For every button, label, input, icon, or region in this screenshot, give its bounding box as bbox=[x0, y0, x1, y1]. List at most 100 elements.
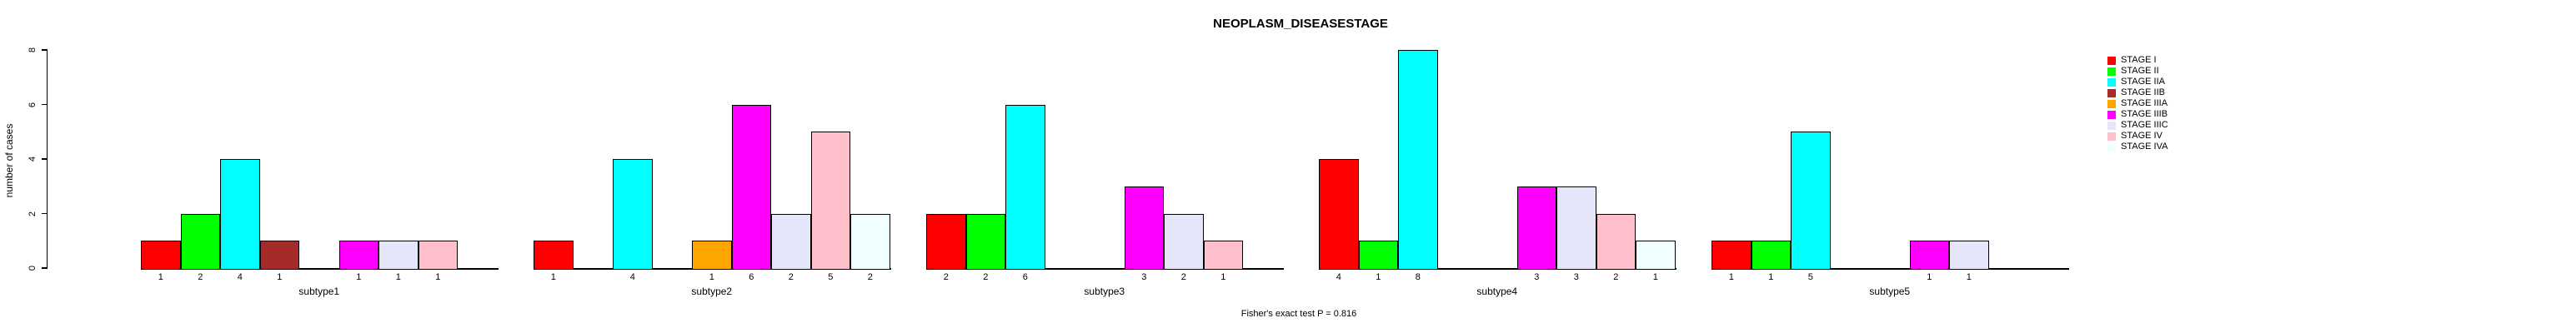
legend-item: STAGE IIA bbox=[2107, 77, 2168, 87]
bar-value-label: 1 bbox=[1728, 272, 1734, 282]
bar bbox=[1636, 241, 1676, 270]
legend-swatch bbox=[2107, 121, 2116, 130]
legend-label: STAGE IIA bbox=[2121, 77, 2165, 87]
bar-value-label: 1 bbox=[1220, 272, 1226, 282]
bar bbox=[1909, 241, 1949, 270]
chart-title: NEOPLASM_DISEASESTAGE bbox=[1213, 17, 1388, 31]
bar bbox=[1398, 50, 1438, 270]
bar bbox=[1203, 241, 1243, 270]
bar-value-label: 1 bbox=[435, 272, 441, 282]
bar bbox=[1949, 241, 1989, 270]
bar bbox=[418, 241, 458, 270]
bar-value-label: 5 bbox=[828, 272, 834, 282]
legend-label: STAGE IIIB bbox=[2121, 109, 2168, 119]
bar bbox=[534, 241, 574, 270]
bar bbox=[965, 213, 1005, 270]
legend-swatch bbox=[2107, 56, 2116, 65]
bar-value-label: 6 bbox=[1022, 272, 1028, 282]
legend-item: STAGE IVA bbox=[2107, 142, 2168, 152]
bar bbox=[613, 159, 653, 270]
bar-value-label: 2 bbox=[788, 272, 794, 282]
bar-value-label: 1 bbox=[709, 272, 714, 282]
group-label: subtype1 bbox=[298, 286, 340, 297]
legend-swatch bbox=[2107, 142, 2116, 152]
legend-label: STAGE IIIA bbox=[2121, 98, 2168, 108]
bar-value-label: 5 bbox=[1807, 272, 1813, 282]
legend-label: STAGE II bbox=[2121, 66, 2159, 76]
legend-item: STAGE IIB bbox=[2107, 87, 2168, 98]
bar bbox=[850, 213, 890, 270]
bar bbox=[1751, 241, 1791, 270]
bar-value-label: 3 bbox=[1141, 272, 1147, 282]
bar-value-label: 1 bbox=[158, 272, 163, 282]
legend-label: STAGE IVA bbox=[2121, 142, 2168, 152]
bar bbox=[180, 213, 220, 270]
group-label: subtype2 bbox=[691, 286, 733, 297]
legend-item: STAGE IIIC bbox=[2107, 120, 2168, 131]
bar-value-label: 1 bbox=[1966, 272, 1972, 282]
bar bbox=[1791, 132, 1831, 270]
bar-value-label: 2 bbox=[943, 272, 949, 282]
y-tick-label: 6 bbox=[28, 102, 38, 107]
y-axis-tick bbox=[42, 267, 48, 269]
bar bbox=[1596, 213, 1636, 270]
x-axis-baseline bbox=[926, 268, 1284, 270]
legend-label: STAGE I bbox=[2121, 55, 2157, 65]
bar bbox=[259, 241, 299, 270]
legend-item: STAGE II bbox=[2107, 66, 2168, 77]
x-axis-baseline bbox=[141, 268, 499, 270]
bar-value-label: 3 bbox=[1534, 272, 1540, 282]
group-label: subtype4 bbox=[1476, 286, 1518, 297]
y-axis-label: number of cases bbox=[3, 123, 15, 198]
bar-value-label: 8 bbox=[1415, 272, 1421, 282]
y-tick-label: 8 bbox=[28, 47, 38, 53]
y-tick-label: 2 bbox=[28, 211, 38, 216]
bar bbox=[378, 241, 418, 270]
bar-value-label: 1 bbox=[1768, 272, 1774, 282]
group-label: subtype5 bbox=[1869, 286, 1911, 297]
bar bbox=[1556, 186, 1596, 270]
bar bbox=[338, 241, 378, 270]
bar-value-label: 2 bbox=[1180, 272, 1186, 282]
legend-item: STAGE I bbox=[2107, 55, 2168, 66]
group-label: subtype3 bbox=[1084, 286, 1125, 297]
legend-label: STAGE IV bbox=[2121, 131, 2163, 141]
bar-value-label: 4 bbox=[1336, 272, 1341, 282]
caption-fishers-test: Fisher's exact test P = 0.816 bbox=[1240, 309, 1357, 319]
legend-swatch bbox=[2107, 132, 2116, 141]
x-axis-baseline bbox=[1711, 268, 2069, 270]
bar-value-label: 1 bbox=[550, 272, 556, 282]
x-axis-baseline bbox=[1319, 268, 1676, 270]
legend-swatch bbox=[2107, 77, 2116, 87]
bar-value-label: 2 bbox=[867, 272, 873, 282]
bar-value-label: 2 bbox=[198, 272, 203, 282]
y-tick-label: 0 bbox=[28, 265, 38, 271]
bar-value-label: 2 bbox=[983, 272, 989, 282]
legend-label: STAGE IIIC bbox=[2121, 120, 2168, 130]
bar-value-label: 2 bbox=[1613, 272, 1619, 282]
bar bbox=[1711, 241, 1752, 270]
bar bbox=[731, 104, 771, 270]
bar bbox=[810, 132, 850, 270]
bar bbox=[1005, 104, 1045, 270]
bar-value-label: 4 bbox=[237, 272, 243, 282]
bar bbox=[692, 241, 732, 270]
legend-swatch bbox=[2107, 99, 2116, 108]
bar-value-label: 6 bbox=[749, 272, 754, 282]
bar bbox=[771, 213, 811, 270]
legend: STAGE I STAGE II STAGE IIA STAGE IIB STAGE I… bbox=[2107, 55, 2168, 152]
bar bbox=[926, 213, 966, 270]
legend-swatch bbox=[2107, 67, 2116, 76]
legend-item: STAGE IIIA bbox=[2107, 98, 2168, 109]
y-axis-tick bbox=[42, 49, 48, 51]
bar bbox=[1164, 213, 1204, 270]
bar-value-label: 1 bbox=[395, 272, 401, 282]
legend-item: STAGE IV bbox=[2107, 131, 2168, 142]
legend-label: STAGE IIB bbox=[2121, 87, 2165, 97]
bar bbox=[1319, 159, 1359, 270]
bar bbox=[1358, 241, 1398, 270]
y-axis-tick bbox=[42, 158, 48, 160]
legend-swatch bbox=[2107, 88, 2116, 97]
bar-value-label: 4 bbox=[629, 272, 635, 282]
y-axis-tick bbox=[42, 103, 48, 106]
